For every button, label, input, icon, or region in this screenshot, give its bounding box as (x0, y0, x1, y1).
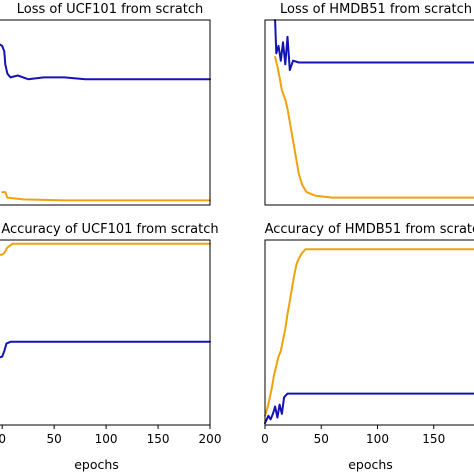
x-tick-label: 150 (147, 432, 170, 446)
x-axis-label: epochs (348, 457, 393, 472)
series-line-orange (0, 242, 211, 256)
axes-frame (0, 19, 211, 206)
subplot-3: Accuracy of UCF101 from scratch 0 50 100 150… (0, 222, 221, 472)
x-tick-label: 50 (47, 432, 62, 446)
series-line-blue (0, 340, 211, 359)
series-line-blue (264, 392, 474, 425)
x-tick-label: 100 (95, 432, 118, 446)
x-tick-label: 100 (366, 432, 389, 446)
series-line-orange (1, 191, 211, 202)
x-tick-label: 0 (261, 432, 269, 446)
subplot-title: Accuracy of HMDB51 from scratch (265, 222, 474, 237)
x-tick-label: 150 (422, 432, 445, 446)
x-tick-label: 0 (0, 432, 6, 446)
subplot-4: Accuracy of HMDB51 from scratch 0 50 100 150… (261, 222, 474, 472)
series-line-blue (274, 19, 474, 71)
series-line-orange (264, 248, 474, 417)
series-line-blue (0, 43, 211, 81)
x-tick-label: 200 (199, 432, 222, 446)
axes-frame (264, 19, 474, 206)
series-line-orange (274, 56, 474, 199)
subplot-title: Loss of UCF101 from scratch (17, 2, 203, 17)
subplot-2: Loss of HMDB51 from scratch (264, 2, 474, 206)
axes-frame (0, 239, 211, 426)
x-axis-label: epochs (74, 457, 119, 472)
subplot-title: Loss of HMDB51 from scratch (280, 2, 472, 17)
x-tick-label: 50 (314, 432, 329, 446)
subplot-1: Loss of UCF101 from scratch (0, 2, 211, 206)
subplot-title: Accuracy of UCF101 from scratch (1, 222, 218, 237)
